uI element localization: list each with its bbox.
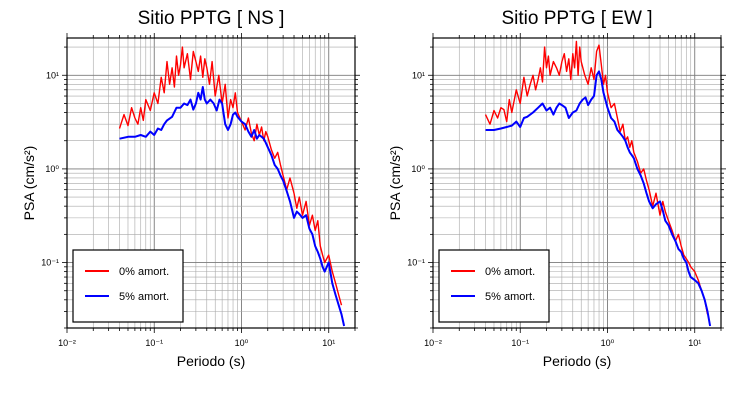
series-line-2: [485, 70, 712, 327]
series-line-2: [119, 86, 346, 327]
y-axis-label: PSA (cm/s²): [387, 146, 403, 221]
y-axis-label: PSA (cm/s²): [21, 146, 37, 221]
x-tick-label: 10¹: [688, 338, 701, 348]
grid: [66, 38, 356, 329]
y-tick-label: 10⁻¹: [407, 258, 425, 268]
tick-marks: [62, 33, 360, 333]
series-line-1: [484, 40, 709, 315]
legend-label: 0% amort.: [485, 266, 535, 278]
legend-label: 5% amort.: [119, 291, 169, 303]
plot-frame: [66, 37, 356, 329]
x-tick-label: 10⁰: [601, 338, 615, 348]
x-tick-label: 10⁰: [235, 338, 249, 348]
legend: 0% amort. 5% amort.: [438, 249, 550, 323]
x-tick-label: 10⁻¹: [145, 338, 163, 348]
series-line-1: [118, 46, 343, 306]
y-tick-label: 10⁰: [411, 164, 425, 174]
chart-title: Sitio PPTG [ EW ]: [502, 8, 653, 29]
legend-box: [438, 249, 550, 323]
legend-label: 5% amort.: [485, 291, 535, 303]
y-tick-label: 10⁰: [45, 164, 59, 174]
plot-frame: [432, 37, 722, 329]
tick-marks: [428, 33, 726, 333]
chart-panel-1: 10⁻² 10⁻¹ 10⁰ 10¹ 10⁻¹ 10⁰ 10¹ Sitio PPTG [ NS …: [21, 8, 360, 369]
x-tick-label: 10⁻²: [58, 338, 76, 348]
x-tick-label: 10¹: [322, 338, 335, 348]
x-axis-label: Periodo (s): [543, 353, 611, 369]
x-tick-label: 10⁻¹: [511, 338, 529, 348]
chart-panel-2: 10⁻² 10⁻¹ 10⁰ 10¹ 10⁻¹ 10⁰ 10¹ Sitio PPTG [ EW …: [387, 8, 726, 369]
y-tick-label: 10¹: [46, 70, 59, 80]
chart-title: Sitio PPTG [ NS ]: [138, 8, 285, 29]
legend: 0% amort. 5% amort.: [72, 249, 184, 323]
legend-label: 0% amort.: [119, 266, 169, 278]
x-axis-label: Periodo (s): [177, 353, 245, 369]
y-tick-label: 10¹: [412, 70, 425, 80]
y-tick-label: 10⁻¹: [41, 258, 59, 268]
x-tick-label: 10⁻²: [424, 338, 442, 348]
legend-box: [72, 249, 184, 323]
